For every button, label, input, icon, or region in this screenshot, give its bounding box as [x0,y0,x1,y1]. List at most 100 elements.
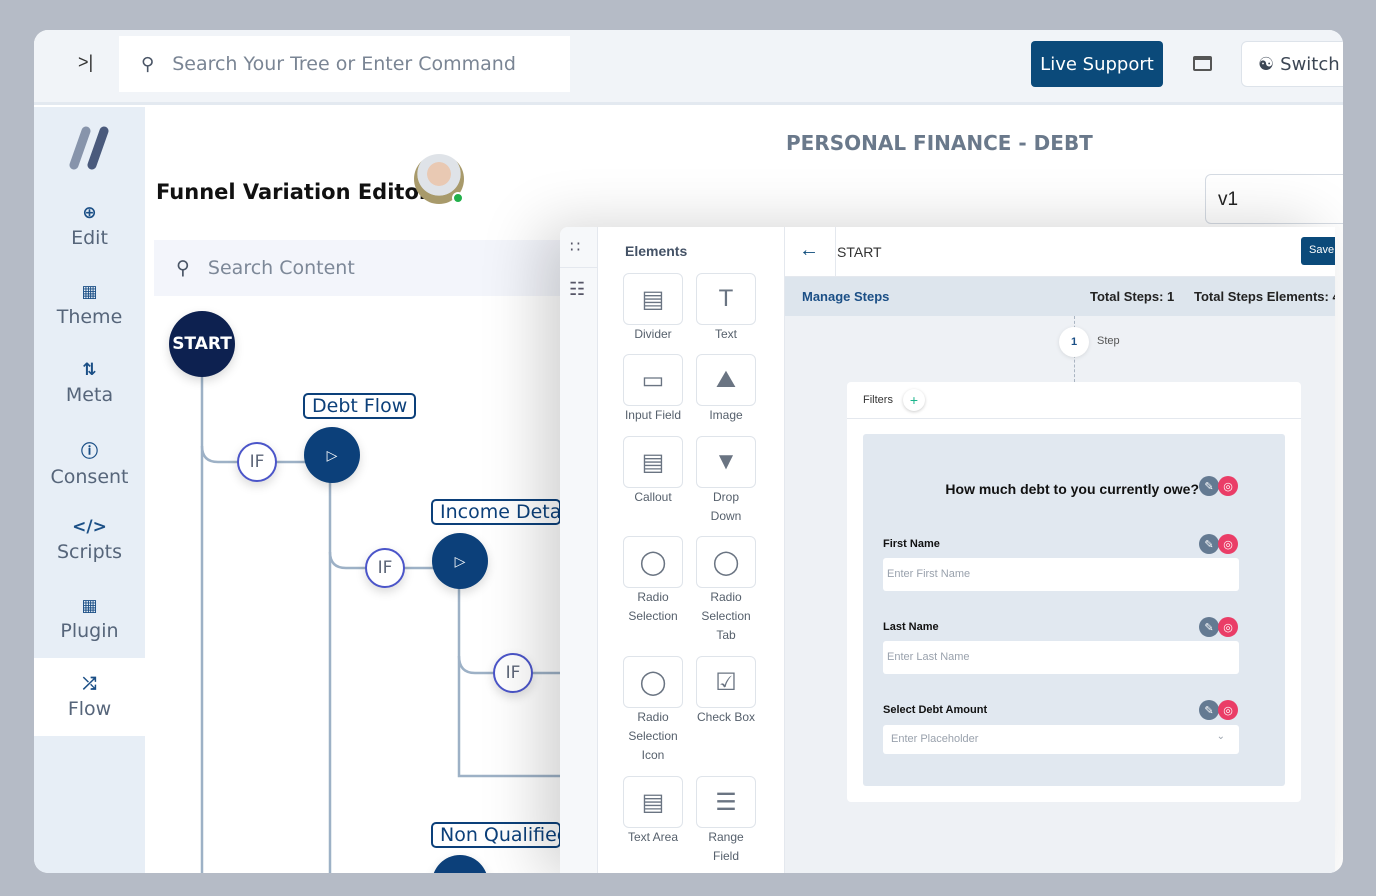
element-label-line: Range [708,830,744,844]
play-node[interactable] [432,855,488,873]
editor-header: ← START Save [785,227,1335,277]
edit-icon[interactable]: ✎ [1199,700,1219,720]
collapse-sidebar-icon[interactable]: >| [78,52,94,72]
element-tile-text[interactable]: T [696,273,756,325]
edit-icon[interactable]: ✎ [1199,534,1219,554]
logo [69,126,109,170]
step-card: Filters + How much debt to you currently… [847,382,1301,802]
element-label-line: Callout [634,490,672,504]
manage-steps-bar: Manage Steps Total Steps: 1 Total Steps … [785,277,1335,316]
elements-heading: Elements [625,243,688,259]
element-tile-check-box[interactable]: ☑ [696,656,756,708]
switch-button[interactable]: ☯Switch E [1241,41,1343,87]
delete-icon[interactable]: ◎ [1218,476,1238,496]
chat-icon[interactable]: ☷ [569,279,586,299]
delete-icon[interactable]: ◎ [1218,700,1238,720]
if-node[interactable]: IF [493,653,533,693]
sidebar: ⊕ Edit ▦ Theme ⇅ Meta ⓘ Consent </> Scripts ▦… [34,107,145,873]
play-node[interactable]: ▷ [432,533,488,589]
element-label-line: Field [712,849,739,863]
field-label: Select Debt Amount [883,704,988,716]
app-window: >| ⚲ Search Your Tree or Enter Command Li… [34,30,1343,873]
panel-icon-column: ∷ ☷ [560,227,598,873]
step-title: START [837,244,882,260]
edit-icon[interactable]: ✎ [1199,476,1219,496]
step-label: Step [1097,335,1120,347]
element-label-line: Drop [712,490,739,504]
element-label: Check Box [686,708,766,727]
element-tile-input-field[interactable]: ▭ [623,354,683,406]
sidebar-item-theme[interactable]: ▦ Theme [34,266,145,344]
step-editor: ← START Save Manage Steps Total Steps: 1… [785,227,1335,873]
delete-icon[interactable]: ◎ [1218,617,1238,637]
form-preview: How much debt to you currently owe? ✎ ◎ F… [863,434,1285,786]
select-placeholder: Enter Placeholder [891,733,979,745]
element-tile-drop-down[interactable]: ▼ [696,436,756,488]
divider-icon: ▤ [641,285,665,313]
nav-label: Scripts [56,541,122,563]
nav-label: Meta [65,384,114,406]
element-tile-radio-selection-icon[interactable]: ◯ [623,656,683,708]
element-label: Range Field [686,828,766,866]
sidebar-item-consent[interactable]: ⓘ Consent [34,423,145,501]
radio-selection-icon: ◯ [639,548,667,576]
element-tile-image[interactable]: ⛰ [696,354,756,406]
element-label: Radio Selection Tab [686,588,766,645]
version-select[interactable]: v1 [1205,174,1343,224]
element-tile-callout[interactable]: ▤ [623,436,683,488]
sidebar-item-scripts[interactable]: </> Scripts [34,501,145,579]
delete-icon[interactable]: ◎ [1218,534,1238,554]
add-filter-button[interactable]: + [903,389,925,411]
flow-label-debt-flow[interactable]: Debt Flow [303,393,417,419]
sidebar-item-plugin[interactable]: ▦ Plugin [34,580,145,658]
nav-label: Consent [50,465,129,488]
sidebar-item-flow[interactable]: ⤮ Flow [34,658,145,736]
radio-selection-tab-icon: ◯ [712,548,740,576]
input-field-icon: ▭ [641,366,665,394]
search-placeholder: Search Content [207,257,355,279]
elements-grid-icon[interactable]: ∷ [570,239,581,256]
element-label-line: Text [714,327,737,341]
last-name-input[interactable]: Enter Last Name [883,641,1239,674]
element-label-line: Radio [637,590,669,604]
element-tile-divider[interactable]: ▤ [623,273,683,325]
element-label-line: Divider [634,327,672,341]
element-label-line: Selection [628,609,678,623]
flow-label-non-qualified[interactable]: Non Qualifiec [431,822,561,848]
range-field-icon: ☰ [715,788,737,816]
nav-label: Plugin [60,620,119,642]
sidebar-item-edit[interactable]: ⊕ Edit [34,187,145,265]
step-number-badge[interactable]: 1 [1059,327,1089,357]
start-node[interactable]: START [169,311,235,377]
editor-title: Funnel Variation Editor [156,180,430,204]
if-node[interactable]: IF [365,548,405,588]
element-label-line: Radio [710,590,742,604]
window-icon[interactable] [1193,56,1212,71]
edit-icon[interactable]: ✎ [1199,617,1219,637]
element-label: Drop Down [686,488,766,526]
element-tile-radio-selection[interactable]: ◯ [623,536,683,588]
text-icon: T [718,285,734,312]
back-arrow-icon[interactable]: ← [799,239,819,261]
live-support-button[interactable]: Live Support [1031,41,1163,87]
manage-steps-link[interactable]: Manage Steps [802,289,890,304]
text-area-icon: ▤ [641,788,665,816]
play-icon: ▷ [454,552,466,569]
debt-amount-select[interactable]: Enter Placeholder ⌄ [883,725,1239,754]
code-icon: </> [72,517,107,537]
element-tile-text-area[interactable]: ▤ [623,776,683,828]
flow-label-income-details[interactable]: Income Detai [431,499,561,525]
first-name-input[interactable]: Enter First Name [883,558,1239,591]
element-label-line: Check Box [696,710,756,724]
if-node[interactable]: IF [237,442,277,482]
element-tile-range-field[interactable]: ☰ [696,776,756,828]
top-bar: >| ⚲ Search Your Tree or Enter Command Li… [34,30,1343,105]
element-tile-radio-selection-tab[interactable]: ◯ [696,536,756,588]
play-node[interactable]: ▷ [304,427,360,483]
plus-circle-icon: ⊕ [82,203,97,223]
content-search-input[interactable]: ⚲ Search Content [154,240,574,296]
command-search-input[interactable]: ⚲ Search Your Tree or Enter Command [119,36,570,92]
save-button[interactable]: Save [1301,237,1335,265]
grid-icon: ▦ [81,596,98,616]
sidebar-item-meta[interactable]: ⇅ Meta [34,344,145,422]
